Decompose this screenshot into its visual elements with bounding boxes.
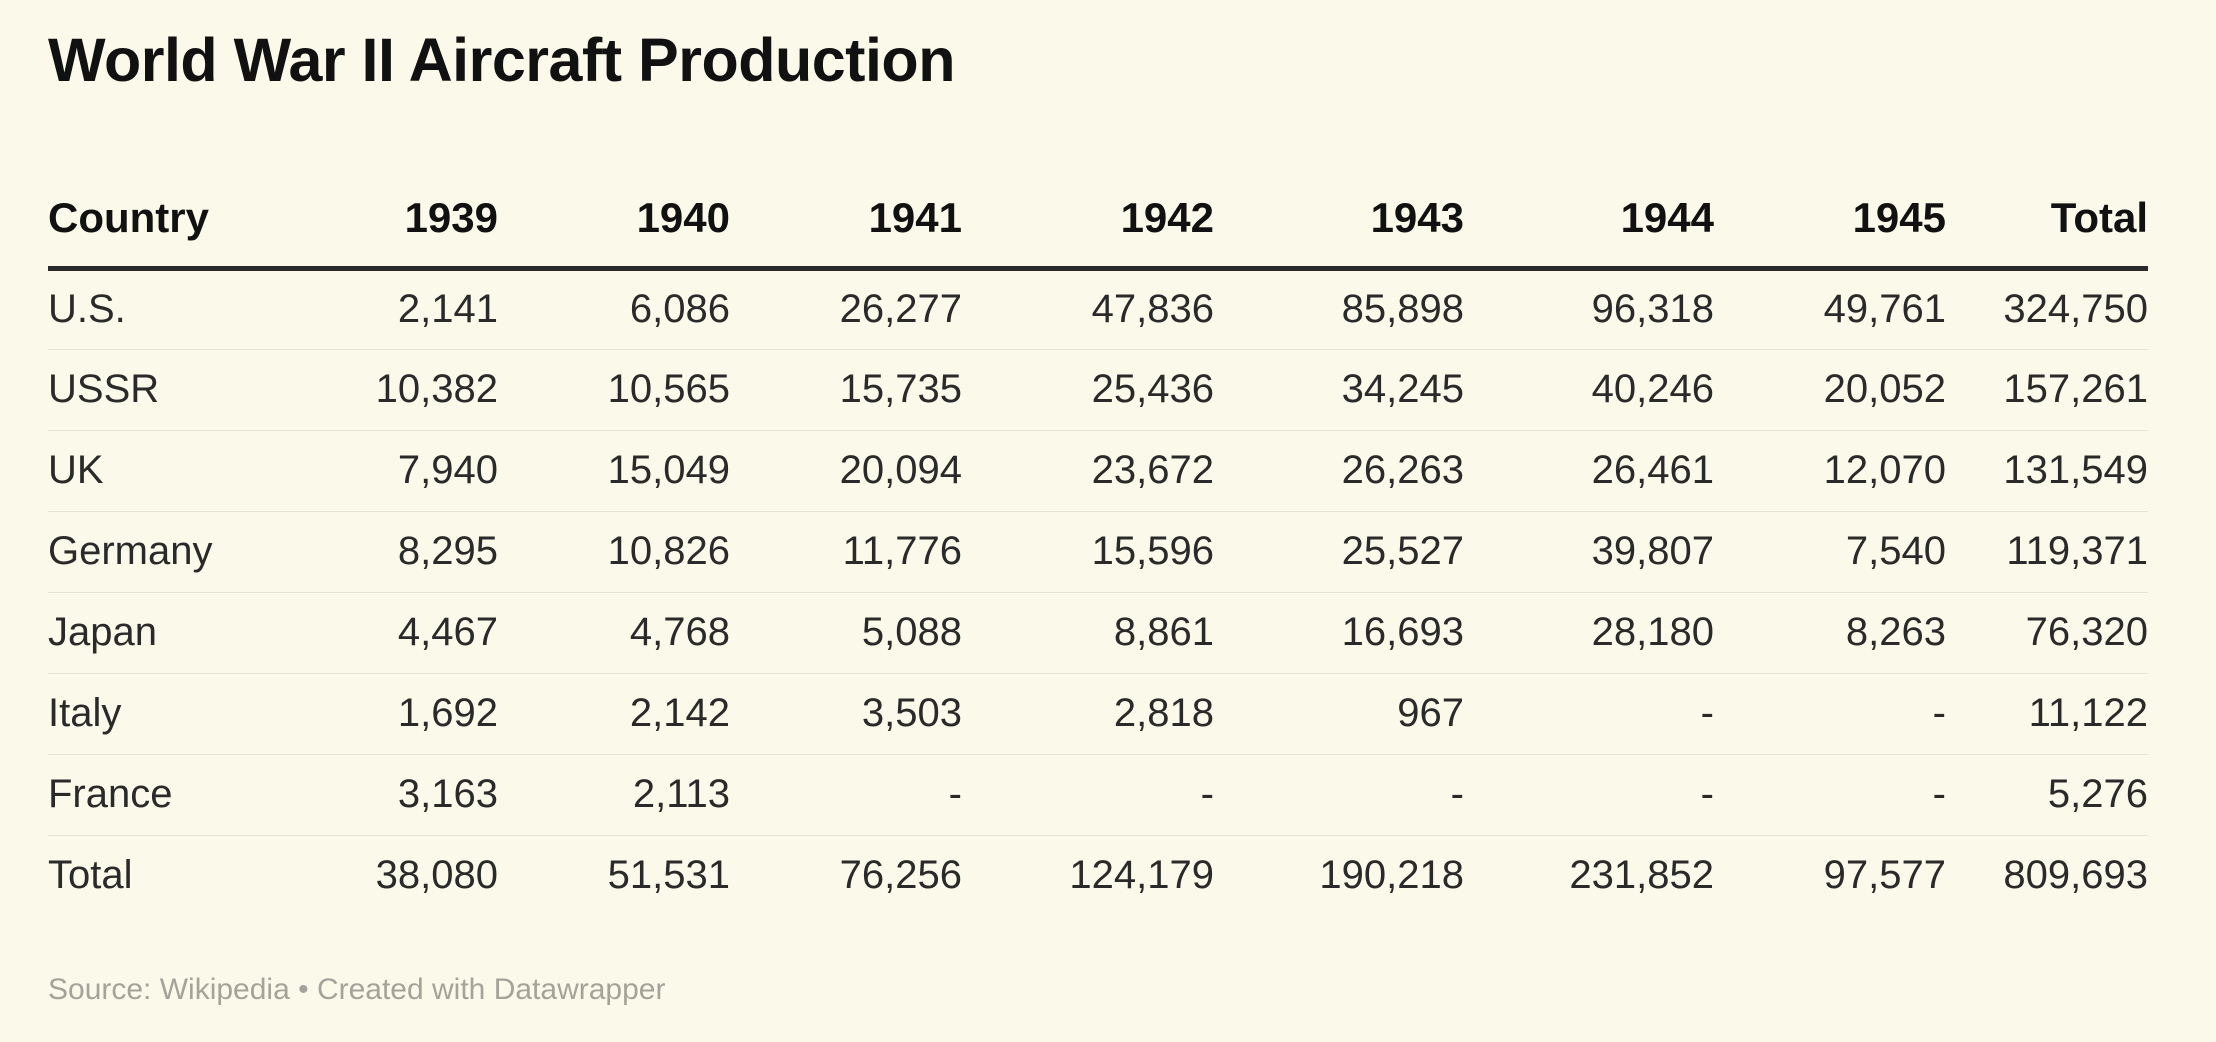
value-cell: 12,070 xyxy=(1714,430,1946,512)
value-cell: 2,141 xyxy=(268,268,498,350)
value-cell: 5,088 xyxy=(730,592,962,674)
value-cell: 11,122 xyxy=(1946,673,2148,755)
value-cell: 7,540 xyxy=(1714,511,1946,593)
value-cell: 2,142 xyxy=(498,673,730,755)
value-cell: 15,735 xyxy=(730,349,962,431)
value-cell: 16,693 xyxy=(1214,592,1464,674)
table-row: Total 38,080 51,531 76,256 124,179 190,218 231… xyxy=(48,835,2148,916)
value-cell: 28,180 xyxy=(1464,592,1714,674)
row-label-cell: USSR xyxy=(48,349,268,431)
column-header-1945: 1945 xyxy=(1714,170,1946,271)
data-table: Country 1939 1940 1941 1942 1943 1944 1945 Total… xyxy=(48,170,2148,916)
value-cell: 8,861 xyxy=(962,592,1214,674)
value-cell: 23,672 xyxy=(962,430,1214,512)
value-cell: 97,577 xyxy=(1823,853,1946,898)
value-cell: 4,768 xyxy=(498,592,730,674)
value-cell: 85,898 xyxy=(1214,268,1464,350)
value-cell: 5,276 xyxy=(1946,754,2148,836)
value-cell: 76,320 xyxy=(1946,592,2148,674)
row-label-cell: Total xyxy=(48,853,133,898)
value-cell: 20,094 xyxy=(730,430,962,512)
column-header-1940: 1940 xyxy=(498,170,730,271)
value-cell: 119,371 xyxy=(1946,511,2148,593)
value-cell: 26,277 xyxy=(730,268,962,350)
row-label-cell: U.S. xyxy=(48,268,268,350)
column-header-1943: 1943 xyxy=(1214,170,1464,271)
value-cell: 10,565 xyxy=(498,349,730,431)
value-cell: 8,263 xyxy=(1714,592,1946,674)
value-cell: 38,080 xyxy=(375,853,498,898)
value-cell: 25,436 xyxy=(962,349,1214,431)
value-cell: 2,113 xyxy=(498,754,730,836)
source-footer: Source: Wikipedia • Created with Datawra… xyxy=(48,973,666,1006)
table-row: USSR 10,382 10,565 15,735 25,436 34,245 40,246… xyxy=(48,349,2148,431)
value-cell: 15,596 xyxy=(962,511,1214,593)
column-header-1939: 1939 xyxy=(268,170,498,271)
value-cell: 231,852 xyxy=(1569,853,1714,898)
row-label-cell: Germany xyxy=(48,511,268,593)
value-cell: 96,318 xyxy=(1464,268,1714,350)
value-cell: 39,807 xyxy=(1464,511,1714,593)
value-cell: 809,693 xyxy=(2003,853,2148,898)
table-row: Japan 4,467 4,768 5,088 8,861 16,693 28,180 8,2… xyxy=(48,592,2148,674)
value-cell: 10,382 xyxy=(268,349,498,431)
value-cell: 3,503 xyxy=(730,673,962,755)
value-cell: - xyxy=(1714,673,1946,755)
value-cell: 3,163 xyxy=(268,754,498,836)
value-cell: 4,467 xyxy=(268,592,498,674)
value-cell: - xyxy=(1464,673,1714,755)
table-body: U.S. 2,141 6,086 26,277 47,836 85,898 96,318 49… xyxy=(48,268,2148,916)
value-cell: 7,940 xyxy=(268,430,498,512)
column-header-1944: 1944 xyxy=(1464,170,1714,271)
value-cell: 2,818 xyxy=(962,673,1214,755)
value-cell: 47,836 xyxy=(962,268,1214,350)
value-cell: 324,750 xyxy=(1946,268,2148,350)
table-header: Country 1939 1940 1941 1942 1943 1944 1945 Total xyxy=(48,170,2148,271)
value-cell: 26,263 xyxy=(1214,430,1464,512)
value-cell: 6,086 xyxy=(498,268,730,350)
table-row: UK 7,940 15,049 20,094 23,672 26,263 26,461 12,… xyxy=(48,430,2148,512)
value-cell: 40,246 xyxy=(1464,349,1714,431)
column-header-country: Country xyxy=(48,170,268,271)
column-header-1942: 1942 xyxy=(962,170,1214,271)
value-cell: - xyxy=(1214,754,1464,836)
value-cell: 131,549 xyxy=(1946,430,2148,512)
value-cell: 8,295 xyxy=(268,511,498,593)
value-cell: 11,776 xyxy=(730,511,962,593)
value-cell: - xyxy=(1714,754,1946,836)
column-header-1941: 1941 xyxy=(730,170,962,271)
value-cell: 49,761 xyxy=(1714,268,1946,350)
row-label-cell: UK xyxy=(48,430,268,512)
value-cell: - xyxy=(1464,754,1714,836)
value-cell: 1,692 xyxy=(268,673,498,755)
value-cell: - xyxy=(962,754,1214,836)
value-cell: 20,052 xyxy=(1714,349,1946,431)
value-cell: 76,256 xyxy=(839,853,962,898)
value-cell: 51,531 xyxy=(607,853,730,898)
value-cell: - xyxy=(730,754,962,836)
table-row: Italy 1,692 2,142 3,503 2,818 967- -11,122 xyxy=(48,673,2148,755)
value-cell: 124,179 xyxy=(1069,853,1214,898)
value-cell: 34,245 xyxy=(1214,349,1464,431)
row-label-cell: Japan xyxy=(48,592,268,674)
value-cell: 10,826 xyxy=(498,511,730,593)
value-cell: 190,218 xyxy=(1319,853,1464,898)
value-cell: 25,527 xyxy=(1214,511,1464,593)
table-row: France 3,163 2,113- - - - -5,276 xyxy=(48,754,2148,836)
table-row: Germany 8,295 10,826 11,776 15,596 25,527 39,8… xyxy=(48,511,2148,593)
header-row: Country 1939 1940 1941 1942 1943 1944 1945 Total xyxy=(48,170,2148,271)
value-cell: 15,049 xyxy=(498,430,730,512)
row-label-cell: Italy xyxy=(48,673,268,755)
column-header-total: Total xyxy=(1946,170,2148,271)
value-cell: 157,261 xyxy=(1946,349,2148,431)
value-cell: 967 xyxy=(1214,673,1464,755)
table-row: U.S. 2,141 6,086 26,277 47,836 85,898 96,318 49… xyxy=(48,268,2148,350)
value-cell: 26,461 xyxy=(1464,430,1714,512)
chart-title: World War II Aircraft Production xyxy=(48,26,955,94)
row-label-cell: France xyxy=(48,754,268,836)
